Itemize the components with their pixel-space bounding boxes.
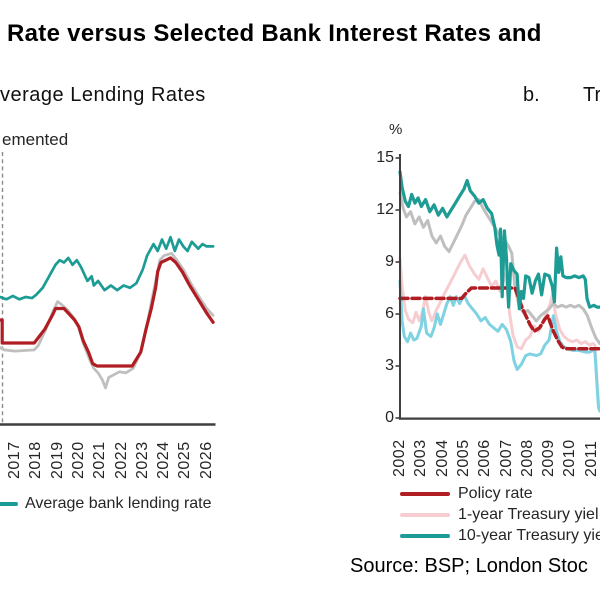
x-tick-label-2006: 2006 <box>476 439 494 477</box>
legend-label-1y-yield: 1-year Treasury yiel <box>458 506 599 523</box>
legend-label-10y-yield: 10-year Treasury yie <box>458 527 600 544</box>
left-chart-series <box>0 235 215 390</box>
x-tick-label-2017: 2017 <box>6 441 23 479</box>
right-y-axis-ticks <box>395 157 400 419</box>
x-tick-label-2007: 2007 <box>497 439 515 477</box>
policy-rate-left-line <box>0 256 215 368</box>
x-tick-label-2020: 2020 <box>69 441 87 479</box>
source-note: Source: BSP; London Stoc <box>350 555 588 577</box>
x-tick-label-2025: 2025 <box>176 441 194 479</box>
panel-b-index: b. <box>523 84 540 106</box>
x-tick-label-2008: 2008 <box>518 439 536 477</box>
x-tick-label-2026: 2026 <box>197 441 215 479</box>
legend-marker-1y-yield <box>400 513 450 517</box>
x-tick-label-2021: 2021 <box>91 441 109 479</box>
legend-marker-avg-lending <box>0 502 18 506</box>
y-tick-label-12: 12 <box>376 201 394 218</box>
y-tick-label-6: 6 <box>385 305 394 322</box>
right-chart-percent-label: % <box>389 121 403 138</box>
x-tick-label-2024: 2024 <box>155 441 173 479</box>
figure-title: Rate versus Selected Bank Interest Rates… <box>7 20 542 47</box>
irc-implemented-annotation: emented <box>2 130 69 149</box>
legend-marker-policy-rate <box>400 492 450 496</box>
y-tick-label-0: 0 <box>385 409 394 426</box>
x-tick-label-2005: 2005 <box>454 439 472 477</box>
legend-marker-10y-yield <box>400 534 450 538</box>
y-tick-label-3: 3 <box>385 357 394 374</box>
y-tick-label-15: 15 <box>376 149 394 166</box>
ten-year-yield-line <box>398 170 600 311</box>
legend-label-avg-lending: Average bank lending rate <box>25 495 212 512</box>
one-year-yield-line <box>398 253 600 411</box>
x-tick-label-2011: 2011 <box>582 440 600 477</box>
x-tick-label-2023: 2023 <box>133 441 151 479</box>
panel-b-title: Tr <box>583 84 600 106</box>
light-blue-series-line <box>398 279 600 413</box>
policy-rate-right-line <box>398 286 600 351</box>
right-chart-series <box>398 170 600 413</box>
x-tick-label-2003: 2003 <box>412 439 430 477</box>
panel-a-title: verage Lending Rates <box>0 84 206 106</box>
y-tick-label-9: 9 <box>385 253 394 270</box>
legend-label-policy-rate: Policy rate <box>458 485 533 502</box>
x-tick-label-2018: 2018 <box>27 441 45 479</box>
x-tick-label-2004: 2004 <box>433 439 451 477</box>
x-tick-label-2010: 2010 <box>561 439 579 477</box>
x-tick-label-2009: 2009 <box>540 439 558 477</box>
avg-lending-rate-line <box>0 235 215 301</box>
x-tick-label-2002: 2002 <box>391 439 408 477</box>
gray-series-line <box>0 251 215 390</box>
x-tick-label-2019: 2019 <box>48 441 66 479</box>
x-tick-label-2022: 2022 <box>112 441 130 479</box>
